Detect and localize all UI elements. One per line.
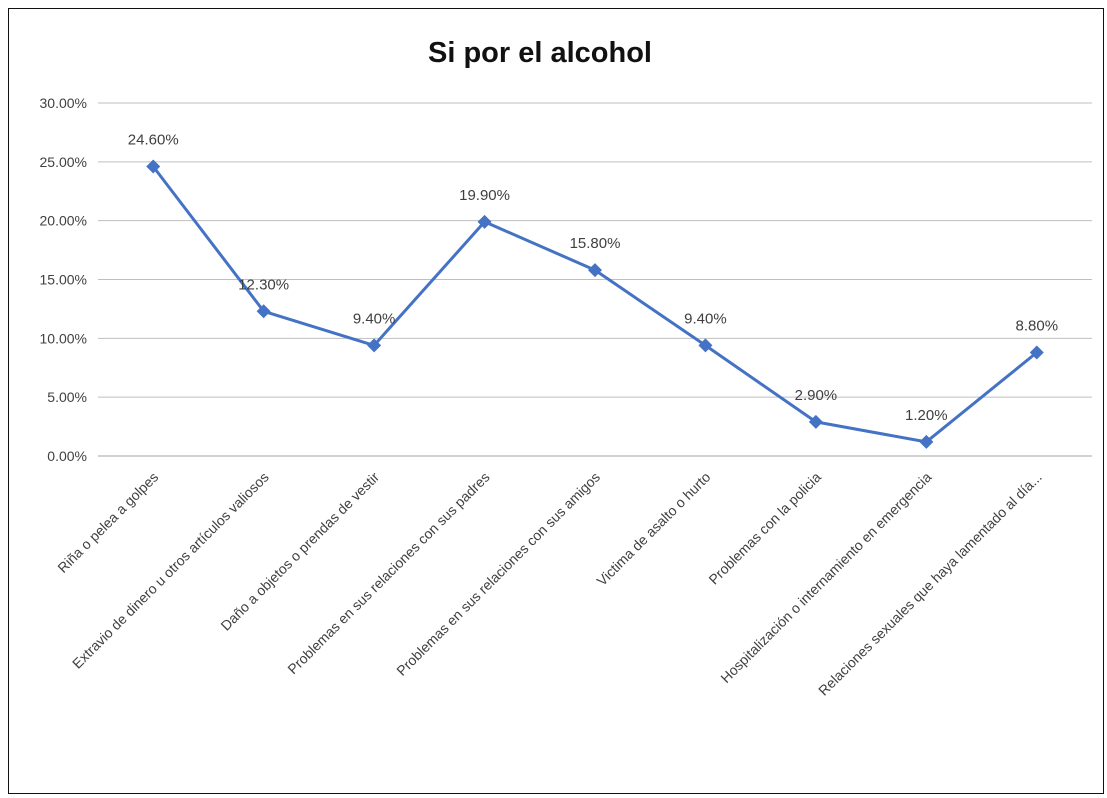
data-label: 1.20%	[905, 407, 948, 424]
data-point-marker	[808, 414, 823, 429]
data-point-marker	[1029, 345, 1044, 360]
data-label: 24.60%	[128, 132, 179, 149]
x-tick-label: Problemas en sus relaciones con sus padr…	[284, 469, 492, 677]
data-label: 9.40%	[684, 310, 727, 327]
y-tick-label: 30.00%	[40, 95, 87, 111]
data-point-marker	[919, 434, 934, 449]
x-tick-label: Hospitalización o internamiento en emerg…	[717, 469, 934, 686]
series-line	[152, 165, 1038, 444]
y-tick-label: 10.00%	[40, 330, 87, 346]
data-point-marker	[146, 159, 161, 174]
y-tick-label: 15.00%	[40, 272, 87, 288]
data-labels: 24.60% 12.30% 9.40% 19.90% 15.80% 9.40% 2.90% 1…	[128, 132, 1058, 424]
data-label: 15.80%	[570, 235, 621, 252]
x-tick-label: Victima de asalto o hurto	[593, 469, 713, 589]
chart-frame	[8, 8, 1104, 794]
series-line-path	[152, 165, 1038, 444]
x-tick-label: Extravio de dinero u otros artículos val…	[69, 469, 272, 672]
data-label: 12.30%	[238, 276, 289, 293]
series-markers	[146, 159, 1044, 449]
y-axis-tick-labels: 0.00% 5.00% 10.00% 15.00% 20.00% 25.00% 30.00%	[40, 95, 87, 464]
data-point-marker	[256, 304, 271, 319]
x-tick-label: Relaciones sexuales que haya lamentado a…	[815, 469, 1045, 699]
y-tick-label: 0.00%	[47, 448, 87, 464]
chart-title: Si por el alcohol	[428, 37, 652, 69]
y-tick-label: 5.00%	[47, 389, 87, 405]
x-tick-label: Problemas con la policia	[705, 469, 824, 588]
data-point-marker	[588, 263, 602, 278]
data-label: 19.90%	[459, 187, 510, 204]
data-point-marker	[477, 214, 492, 229]
x-tick-label: Riña o pelea a golpes	[54, 469, 161, 576]
y-tick-label: 25.00%	[40, 154, 87, 170]
y-tick-label: 20.00%	[40, 213, 87, 229]
data-label: 9.40%	[353, 310, 396, 327]
x-tick-label: Problemas en sus relaciones con sus amig…	[393, 469, 603, 679]
data-label: 8.80%	[1016, 317, 1059, 334]
data-label: 2.90%	[795, 387, 838, 404]
gridlines	[98, 102, 1092, 398]
data-point-marker	[698, 338, 713, 353]
data-point-marker	[367, 338, 382, 353]
